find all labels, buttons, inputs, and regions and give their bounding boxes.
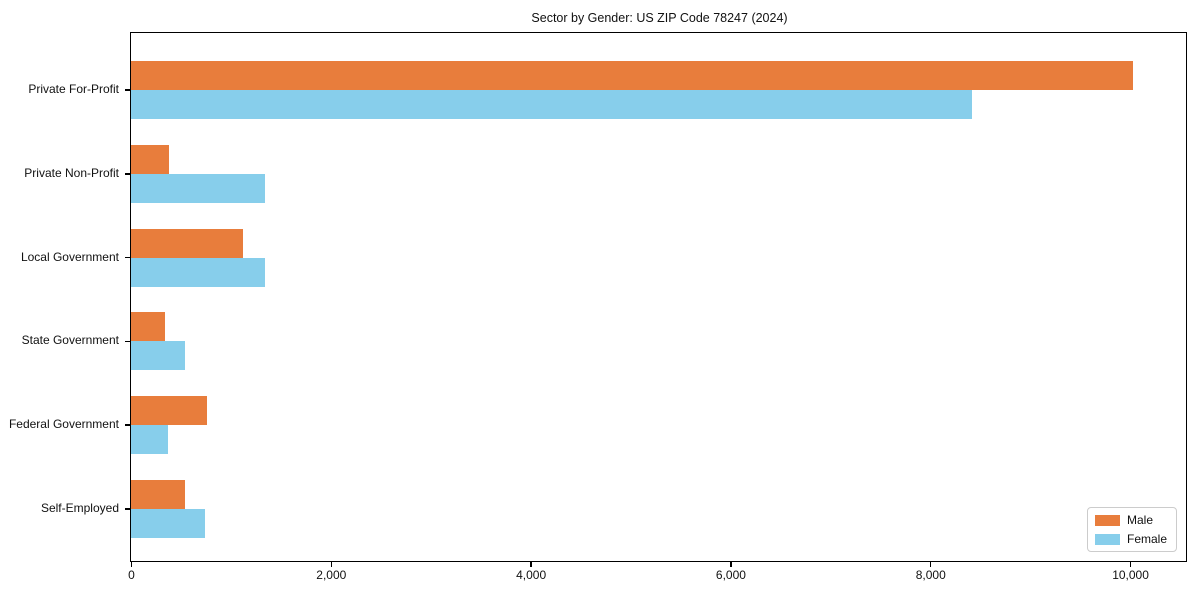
- bar-male-2: [131, 228, 244, 258]
- bar-female-2: [131, 257, 265, 287]
- x-tick-label: 4,000: [516, 568, 547, 582]
- category-label-0: Private For-Profit: [28, 82, 119, 96]
- bar-male-1: [131, 144, 169, 174]
- legend-entry-female: Female: [1094, 532, 1167, 546]
- x-tick-mark: [929, 562, 932, 567]
- chart-title: Sector by Gender: US ZIP Code 78247 (202…: [531, 11, 788, 25]
- y-tick-mark: [124, 256, 130, 259]
- bar-female-0: [131, 90, 973, 119]
- x-tick-label: 0: [128, 568, 135, 582]
- bar-female-4: [131, 425, 169, 455]
- category-label-4: Federal Government: [8, 417, 119, 432]
- y-tick-mark: [124, 424, 130, 426]
- legend-label-male: Male: [1126, 513, 1153, 527]
- y-tick-mark: [124, 89, 130, 91]
- legend-swatch-male: [1094, 514, 1120, 526]
- x-tick-mark: [330, 562, 333, 567]
- category-label-5: Self-Employed: [40, 501, 119, 515]
- bar-male-5: [131, 480, 185, 509]
- y-tick-mark: [124, 508, 130, 510]
- category-label-1: Private Non-Profit: [24, 165, 119, 180]
- legend-entry-male: Male: [1094, 513, 1167, 527]
- y-tick-mark: [124, 340, 130, 343]
- x-tick-mark: [730, 562, 732, 567]
- plot-area: Male Female: [124, 32, 1187, 562]
- legend: Male Female: [1086, 507, 1177, 552]
- category-label-2: Local Government: [20, 249, 119, 264]
- bar-male-4: [131, 396, 207, 426]
- x-tick-label: 2,000: [316, 568, 347, 582]
- legend-swatch-female: [1094, 533, 1120, 545]
- x-tick-label: 10,000: [1112, 568, 1149, 582]
- category-label-3: State Government: [21, 333, 119, 348]
- x-tick-label: 6,000: [715, 568, 746, 582]
- x-tick-mark: [130, 562, 133, 567]
- bar-female-1: [131, 173, 265, 203]
- x-tick-mark: [1129, 562, 1132, 567]
- legend-label-female: Female: [1126, 532, 1167, 546]
- x-tick-mark: [530, 562, 532, 567]
- y-tick-mark: [124, 173, 130, 175]
- bar-male-0: [131, 61, 1134, 90]
- x-tick-label: 8,000: [915, 568, 946, 582]
- bar-female-3: [131, 341, 185, 371]
- bar-female-5: [131, 509, 205, 538]
- bar-male-3: [131, 312, 165, 342]
